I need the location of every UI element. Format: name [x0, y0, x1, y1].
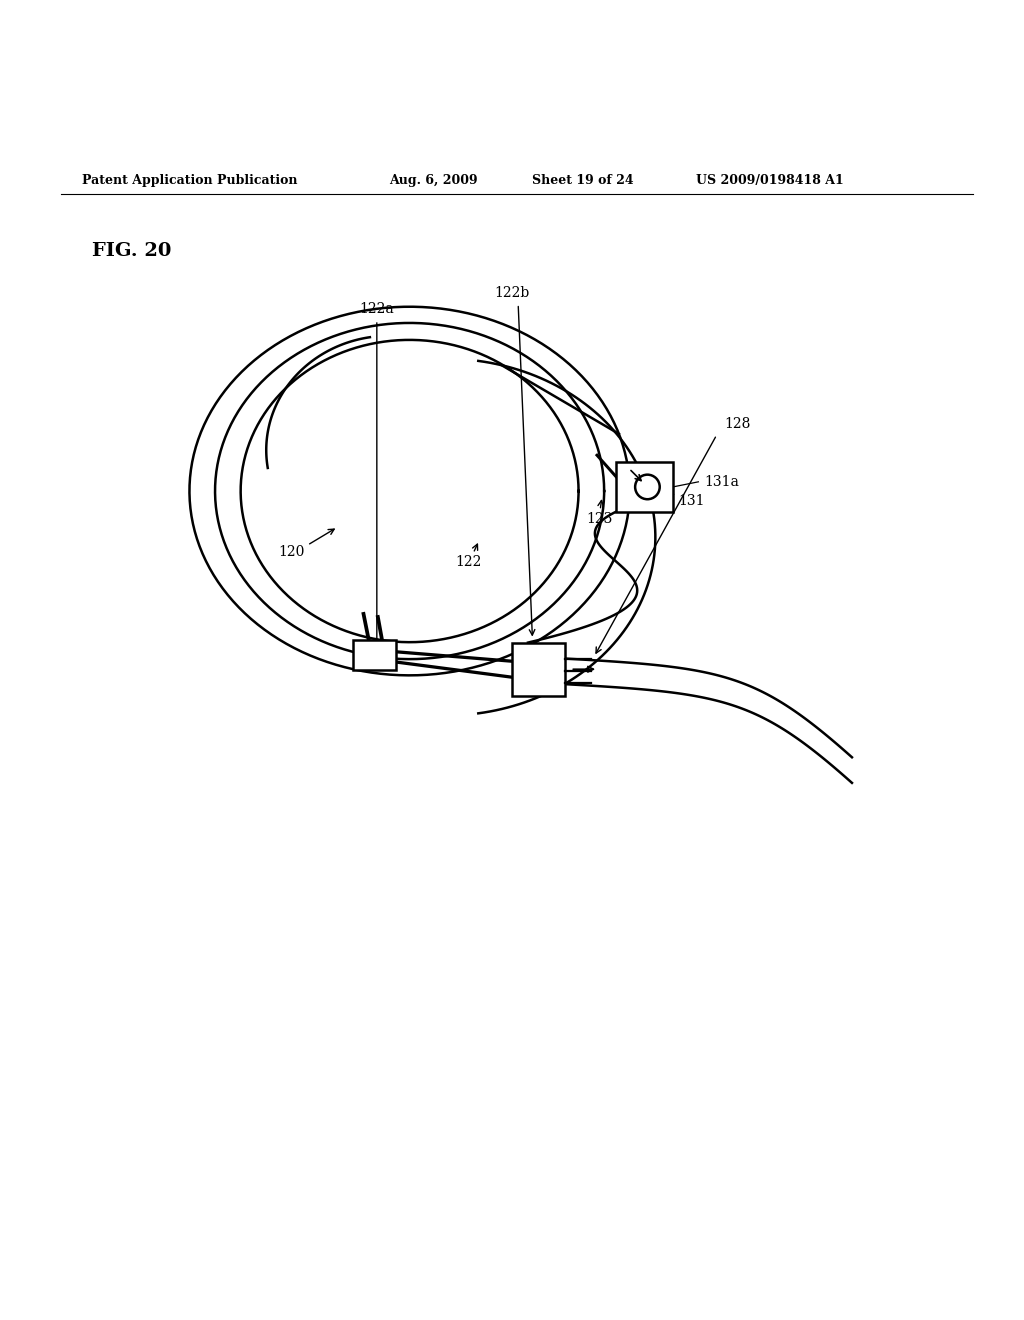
Text: Sheet 19 of 24: Sheet 19 of 24	[532, 174, 634, 187]
FancyBboxPatch shape	[353, 639, 396, 671]
Text: Patent Application Publication: Patent Application Publication	[82, 174, 297, 187]
Text: Aug. 6, 2009: Aug. 6, 2009	[389, 174, 478, 187]
Text: 131: 131	[678, 494, 705, 508]
Text: FIG. 20: FIG. 20	[92, 242, 172, 260]
Text: 131a: 131a	[705, 475, 739, 488]
Circle shape	[635, 475, 659, 499]
Text: 128: 128	[724, 417, 751, 432]
FancyBboxPatch shape	[616, 462, 673, 512]
Text: 123: 123	[586, 512, 612, 525]
Text: 120: 120	[279, 545, 305, 560]
Text: 122: 122	[456, 554, 482, 569]
Text: 122a: 122a	[359, 302, 394, 315]
FancyBboxPatch shape	[512, 643, 565, 696]
Text: US 2009/0198418 A1: US 2009/0198418 A1	[696, 174, 844, 187]
Text: 122b: 122b	[495, 286, 529, 301]
